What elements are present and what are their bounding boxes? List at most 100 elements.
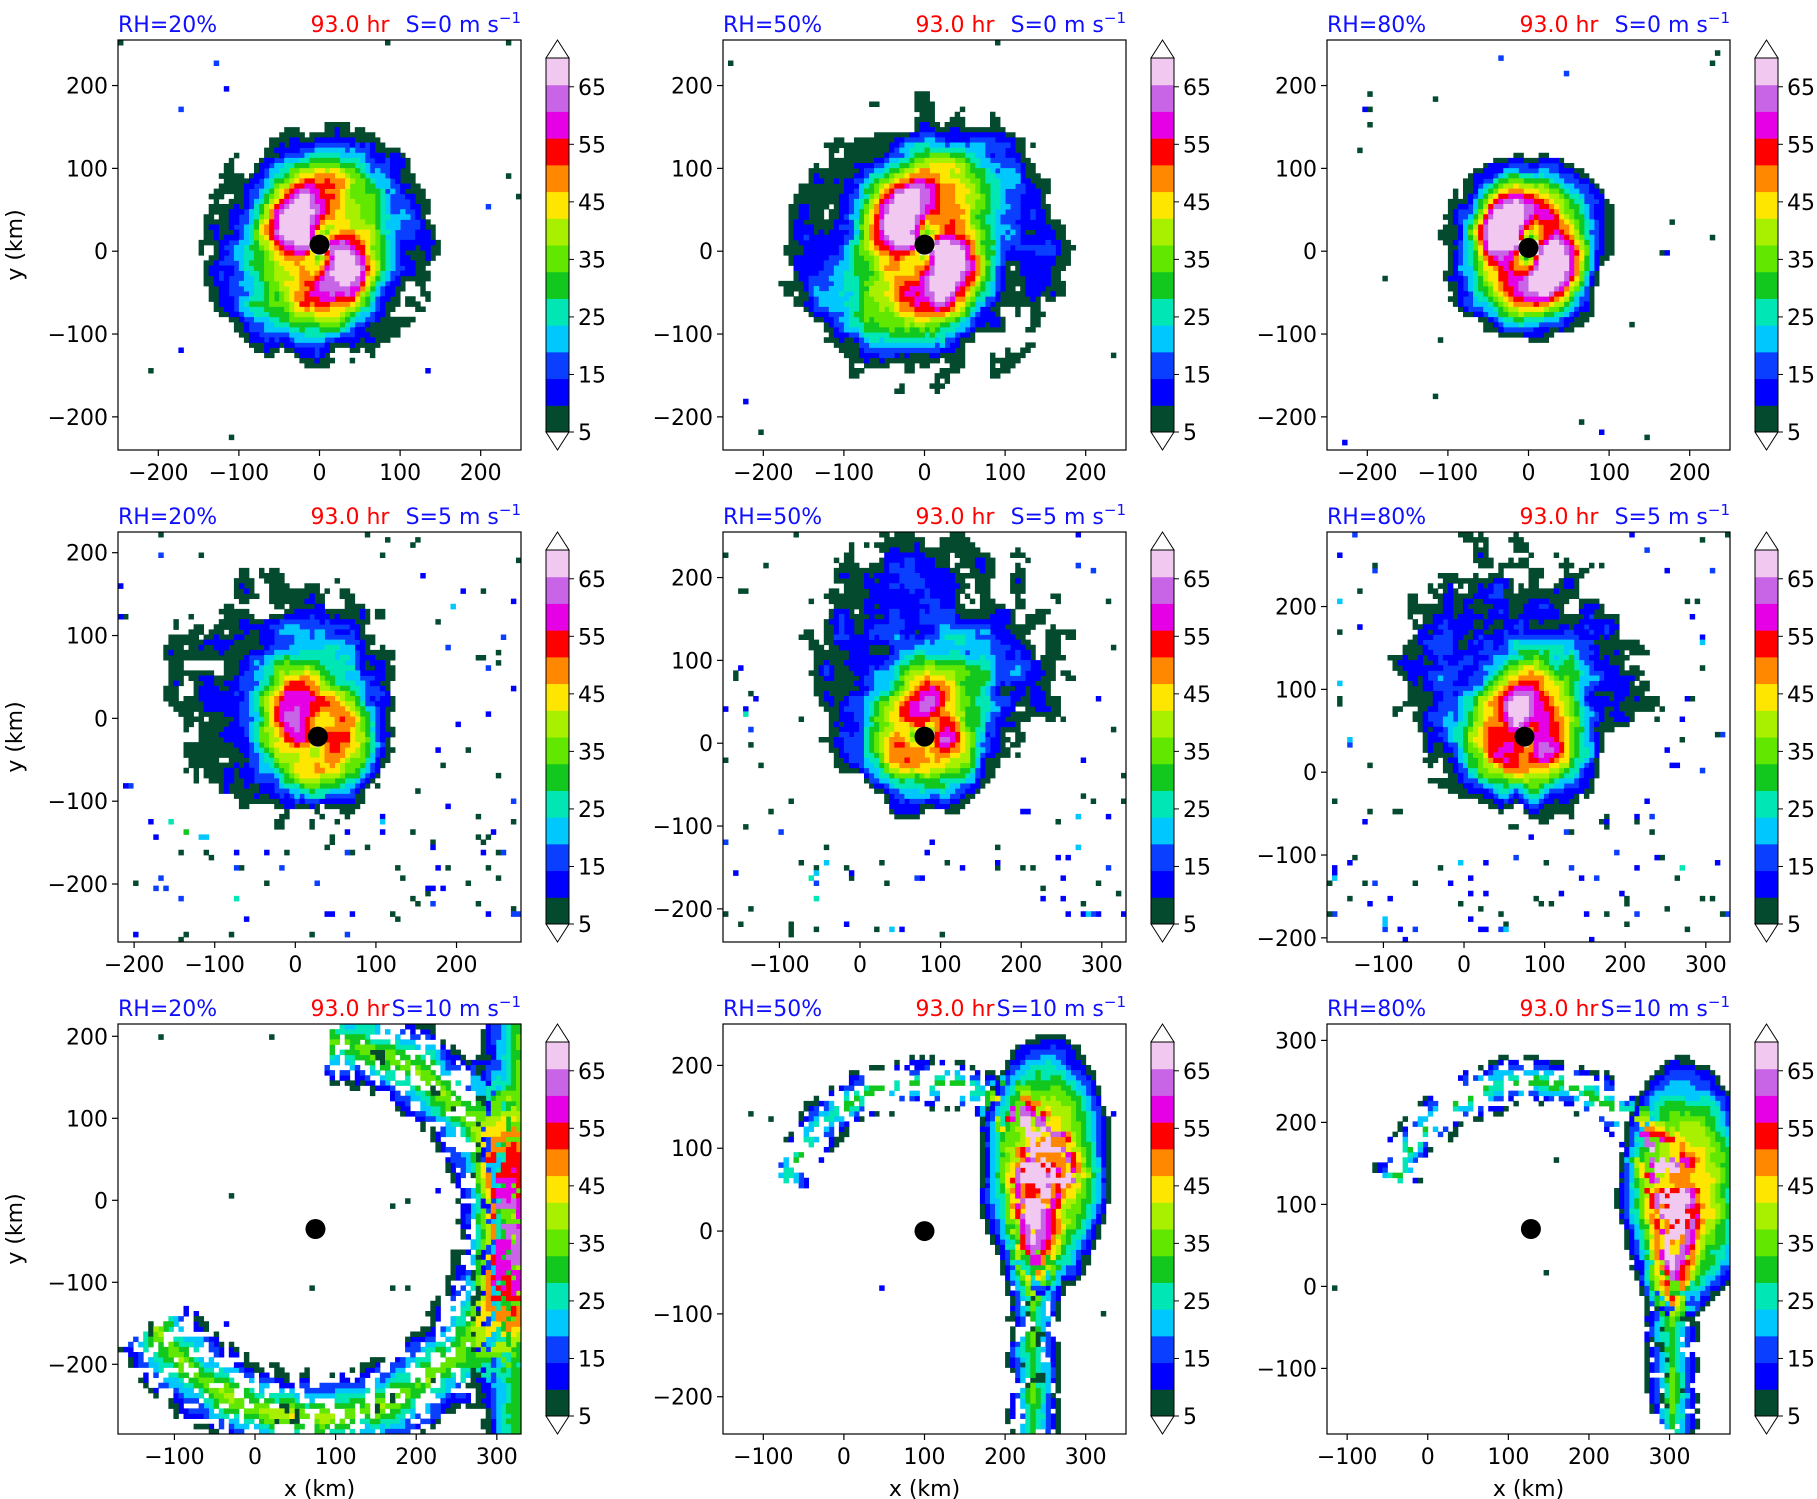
colorbar-tick-label: 5 [1787, 421, 1801, 446]
x-tick-label: 100 [920, 953, 962, 978]
colorbar-frame [1754, 57, 1779, 433]
x-tick-label: 100 [355, 953, 397, 978]
y-tick-label: −100 [48, 1271, 108, 1296]
colorbar-segment [1151, 1095, 1174, 1123]
x-tick-label: 100 [1588, 461, 1630, 486]
reflectivity-level [485, 1141, 521, 1317]
colorbar-tick-label: 25 [1183, 798, 1211, 823]
colorbar-tick-label: 5 [578, 913, 592, 938]
colorbar-tick-label: 45 [1183, 1175, 1211, 1200]
colorbar-tick-label: 25 [1787, 306, 1815, 331]
y-tick-label: 200 [66, 542, 108, 567]
colorbar-segment [1755, 870, 1778, 898]
y-tick-label: 0 [94, 1189, 108, 1214]
time-label: 93.0 hr [1520, 13, 1600, 38]
colorbar-tick-label: 15 [578, 363, 606, 388]
reflectivity-level [264, 665, 366, 784]
colorbar-segment [1151, 1389, 1174, 1417]
shear-exponent: −1 [499, 9, 521, 27]
storm-center-marker [1520, 1219, 1541, 1239]
colorbar-segment [1755, 1229, 1778, 1257]
rh-label: RH=20% [118, 505, 217, 530]
colorbar-segment [546, 138, 569, 166]
colorbar-tick-label: 25 [578, 306, 606, 331]
x-tick-label: 100 [984, 461, 1026, 486]
colorbar-tick-label: 15 [578, 855, 606, 880]
x-tick-label: 0 [313, 461, 327, 486]
colorbar-segment [1755, 325, 1778, 353]
reflectivity-level [495, 1198, 521, 1266]
colorbar-segment [1755, 138, 1778, 166]
colorbar-extend-min [1754, 923, 1779, 943]
y-tick-label: −200 [653, 406, 713, 431]
x-tick-label: 200 [1604, 953, 1646, 978]
colorbar-segment [1755, 737, 1778, 765]
x-tick-label: −100 [814, 461, 874, 486]
reflectivity-level [1332, 1054, 1730, 1434]
colorbar-tick-label: 5 [578, 1405, 592, 1430]
colorbar-segment [546, 84, 569, 112]
time-label: 93.0 hr [1520, 505, 1600, 530]
shear-text: S=5 m s [1011, 505, 1104, 530]
reflectivity-level [1392, 1075, 1730, 1430]
axes-frame [1326, 531, 1731, 943]
colorbar-tick-label: 25 [578, 798, 606, 823]
x-tick-label: −200 [1337, 461, 1397, 486]
y-tick-label: 0 [1303, 761, 1317, 786]
colorbar-segment [546, 1335, 569, 1364]
colorbar-segment [1755, 1362, 1778, 1390]
reflectivity-level [128, 1024, 502, 1434]
colorbar-tick-label: 65 [1183, 1060, 1211, 1085]
y-tick-label: 0 [1303, 1275, 1317, 1300]
panel-8: −100 0 100 200 300 −200 −100 0 100 200 x (km) RH=50… [653, 993, 1211, 1499]
colorbar-tick-label: 45 [1787, 191, 1815, 216]
storm-center-marker [914, 1221, 935, 1242]
x-axis-label: x (km) [1493, 1477, 1564, 1499]
colorbar-tick-label: 5 [1787, 1405, 1801, 1430]
y-tick-label: −200 [653, 1386, 713, 1411]
reflectivity-level [919, 696, 951, 743]
colorbar-segment [1151, 191, 1174, 219]
time-label: 93.0 hr [311, 13, 391, 38]
axes-frame [722, 531, 1127, 943]
colorbar-segment [1151, 1282, 1174, 1310]
rh-label: RH=80% [1327, 997, 1426, 1022]
shear-text: S=10 m s [997, 997, 1104, 1022]
shear-exponent: −1 [1708, 993, 1730, 1011]
colorbar-segment [1151, 656, 1174, 685]
reflectivity-level [778, 1054, 1102, 1434]
x-tick-label: 300 [1065, 1445, 1107, 1470]
storm-center-marker [1518, 237, 1539, 258]
colorbar-frame [1150, 549, 1175, 925]
colorbar-segment [1755, 245, 1778, 273]
reflectivity-level [1508, 696, 1529, 728]
colorbar-segment [1151, 683, 1174, 711]
x-tick-label: 100 [379, 461, 421, 486]
y-tick-label: 200 [1275, 1111, 1317, 1136]
colorbar-frame [545, 549, 570, 925]
colorbar-segment [1151, 870, 1174, 898]
colorbar-segment [1151, 737, 1174, 765]
reflectivity-level [1377, 1059, 1730, 1430]
colorbar-segment [1151, 58, 1174, 86]
colorbar-segment [1755, 1202, 1778, 1230]
colorbar-segment [546, 763, 569, 791]
shear-exponent: −1 [499, 501, 521, 519]
x-tick-label: 200 [1000, 953, 1042, 978]
reflectivity-level [279, 193, 361, 287]
colorbar-segment [1755, 271, 1778, 299]
colorbar-tick-label: 55 [1183, 1117, 1211, 1142]
colorbar-tick-label: 15 [1787, 1347, 1815, 1372]
colorbar-segment [1755, 843, 1778, 872]
y-tick-label: 100 [66, 1107, 108, 1132]
reflectivity-level [743, 122, 1061, 405]
colorbar-tick-label: 45 [1787, 1175, 1815, 1200]
x-tick-label: 300 [1081, 953, 1123, 978]
colorbar-segment [1755, 1122, 1778, 1150]
shear-text: S=0 m s [1615, 13, 1708, 38]
colorbar-segment [1151, 550, 1174, 578]
y-axis-label: y (km) [3, 209, 28, 280]
reflectivity-field [728, 40, 1117, 436]
colorbar-segment [1151, 763, 1174, 791]
colorbar-segment [546, 737, 569, 765]
